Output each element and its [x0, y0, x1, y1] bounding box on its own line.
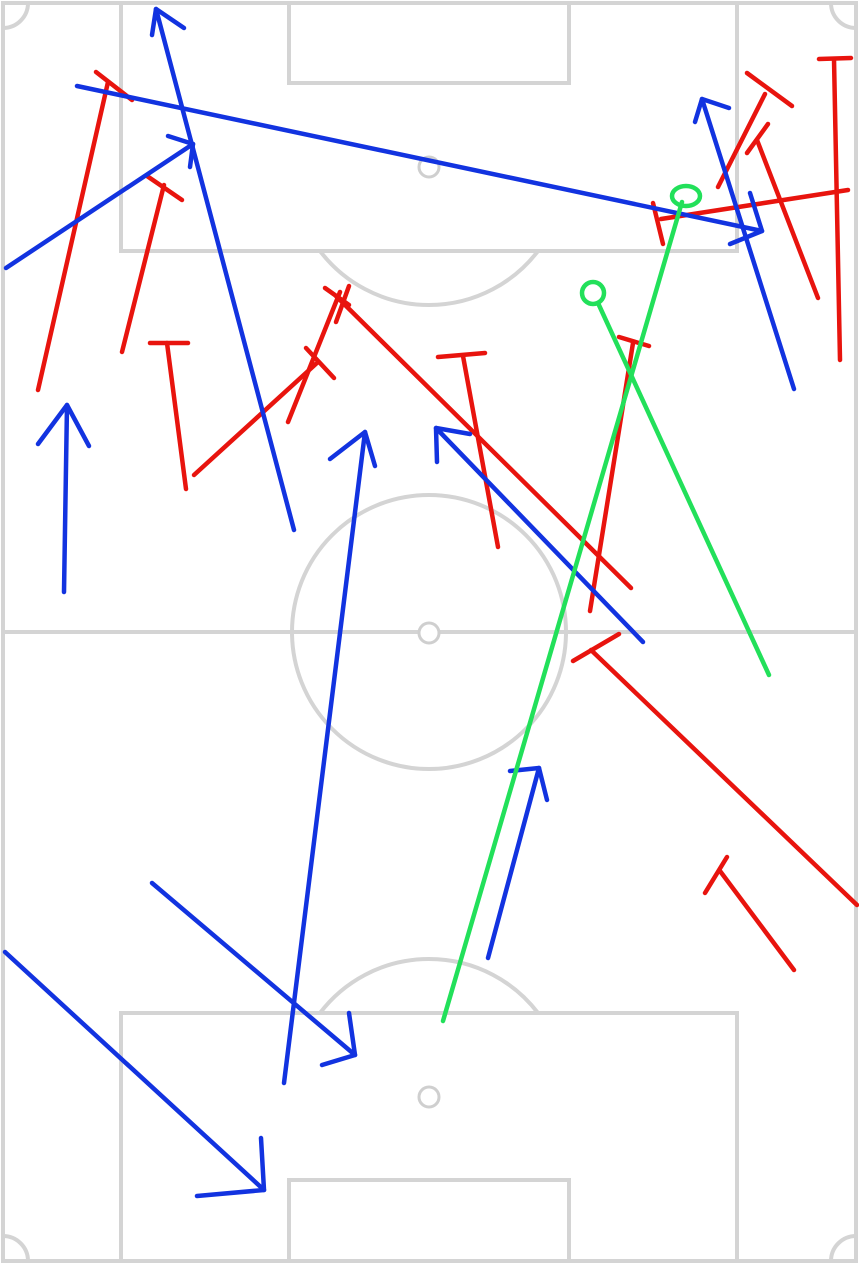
- blue-arrowhead: [165, 133, 196, 170]
- blue-run: [3, 141, 196, 271]
- corner-arc-bottom-left: [2, 1234, 30, 1262]
- red-run: [164, 340, 189, 492]
- blue-arrowhead: [327, 429, 378, 469]
- blue-run: [281, 429, 368, 1086]
- red-run: [191, 359, 321, 478]
- red-t-bar: [702, 854, 730, 896]
- top-penalty-area: [119, 1, 739, 253]
- bottom-penalty-spot: [417, 1085, 441, 1109]
- red-t-bar: [570, 631, 622, 664]
- red-run: [333, 293, 634, 591]
- green-pass: [440, 199, 685, 1024]
- blue-run: [153, 6, 297, 533]
- blue-arrowhead: [692, 96, 732, 125]
- top-penalty-arc: [318, 249, 540, 308]
- green-pass: [595, 300, 772, 678]
- red-team-runs: [35, 55, 859, 973]
- red-run: [119, 182, 167, 355]
- blue-run: [699, 96, 797, 392]
- corner-arc-top-right: [829, 2, 857, 30]
- red-run: [460, 353, 501, 550]
- blue-run: [2, 949, 267, 1193]
- bottom-goal-area: [287, 1178, 571, 1263]
- red-t-bar: [435, 350, 488, 360]
- red-run: [754, 137, 821, 301]
- blue-run: [61, 402, 70, 595]
- blue-arrowhead: [433, 425, 473, 465]
- blue-arrowhead: [319, 1010, 358, 1068]
- top-goal-area: [287, 1, 571, 85]
- bottom-penalty-arc: [318, 956, 540, 1015]
- blue-arrowhead: [727, 190, 765, 247]
- center-circle: [290, 493, 568, 771]
- red-t-bar: [322, 285, 352, 308]
- green-target-ring: [669, 183, 703, 209]
- corner-arc-bottom-right: [829, 1234, 857, 1262]
- red-run: [588, 647, 859, 908]
- corner-arc-top-left: [2, 2, 30, 30]
- red-t-bar: [144, 173, 185, 203]
- green-passes: [440, 183, 772, 1024]
- blue-team-runs: [2, 6, 797, 1199]
- bottom-penalty-area: [119, 1011, 739, 1263]
- red-t-bar: [816, 55, 854, 62]
- blue-run: [433, 425, 646, 645]
- blue-arrowhead: [35, 402, 92, 449]
- red-t-bar: [303, 345, 337, 381]
- center-spot: [417, 621, 441, 645]
- green-target-ring: [579, 279, 607, 307]
- blue-run: [74, 83, 765, 234]
- blue-arrowhead: [149, 6, 187, 38]
- blue-run: [149, 880, 358, 1058]
- blue-arrowhead: [194, 1135, 267, 1199]
- red-t-bar: [616, 334, 652, 349]
- red-run: [831, 56, 843, 363]
- red-run: [717, 868, 797, 973]
- red-t-bar: [744, 121, 771, 156]
- red-run: [35, 79, 111, 393]
- blue-run: [485, 765, 542, 961]
- red-run: [285, 289, 343, 425]
- red-t-bar: [744, 70, 795, 109]
- blue-arrowhead: [507, 765, 550, 803]
